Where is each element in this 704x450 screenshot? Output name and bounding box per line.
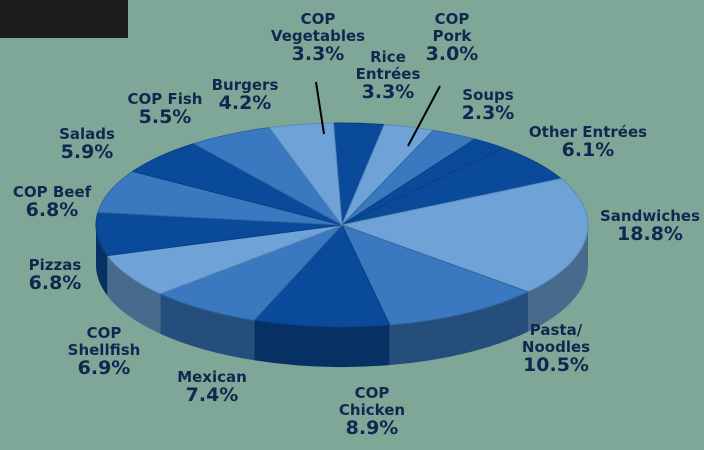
slice-value: 6.9% (78, 357, 131, 379)
slice-name: Sandwiches (600, 207, 700, 225)
pie-slice-14 (268, 122, 343, 227)
slice-label-0: COP Vegetables 3.3% (271, 10, 365, 65)
slice-value: 2.3% (462, 102, 515, 124)
slice-value: 6.1% (562, 139, 615, 161)
slice-name: Pizzas (29, 256, 82, 274)
slice-value: 5.5% (139, 106, 192, 128)
pie-side-6 (389, 291, 528, 366)
slice-name: Burgers (212, 76, 279, 94)
slice-name: Pork (433, 27, 473, 45)
slice-name: Rice (370, 48, 406, 66)
slice-name: COP Fish (128, 90, 203, 108)
slice-label-3: Soups 2.3% (462, 86, 515, 124)
slice-name: Noodles (522, 338, 590, 356)
pie-slice-10 (95, 211, 343, 257)
slice-name: Vegetables (271, 27, 365, 45)
slice-name: COP (87, 324, 122, 342)
slice-value: 18.8% (617, 223, 683, 245)
slice-label-11: COP Beef 6.8% (13, 183, 92, 221)
pie-top-group (95, 122, 589, 328)
slice-label-1: Rice Entrées 3.3% (356, 48, 421, 103)
slice-name: COP (355, 384, 390, 402)
leader-line-0 (315, 81, 325, 135)
slice-value: 6.8% (29, 272, 82, 294)
slice-name: COP (301, 10, 336, 28)
slice-name: COP Beef (13, 183, 92, 201)
pie-slice-5 (340, 178, 589, 293)
slice-value: 6.8% (26, 199, 79, 221)
slice-label-12: Salads 5.9% (59, 125, 115, 163)
slice-label-7: COP Chicken 8.9% (339, 384, 405, 439)
pie-slice-9 (106, 224, 343, 295)
slice-name: Mexican (177, 368, 247, 386)
leader-lines (315, 81, 441, 147)
slice-value: 3.0% (426, 43, 479, 65)
slice-value: 10.5% (523, 354, 589, 376)
pie-side-5 (528, 225, 588, 332)
pie-side-group (96, 225, 588, 368)
slice-label-5: Sandwiches 18.8% (600, 207, 700, 245)
slice-name: COP (435, 10, 470, 28)
slice-label-14: Burgers 4.2% (212, 76, 279, 114)
slice-label-10: Pizzas 6.8% (29, 256, 82, 294)
pie-side-7 (254, 320, 390, 368)
slice-label-6: Pasta/Noodles 10.5% (522, 321, 590, 376)
pie-slice-8 (158, 224, 343, 321)
slice-value: 3.3% (362, 81, 415, 103)
slice-name: Entrées (356, 65, 421, 83)
pie-side-9 (107, 255, 161, 334)
leader-line-1 (407, 85, 441, 147)
slice-label-4: Other Entrées 6.1% (529, 123, 647, 161)
slice-value: 3.3% (292, 43, 345, 65)
slice-name: Soups (462, 86, 514, 104)
pie-side-8 (160, 293, 255, 361)
slice-value: 7.4% (186, 384, 239, 406)
pie-slice-6 (341, 224, 530, 326)
slice-name: Other Entrées (529, 123, 647, 141)
slice-label-2: COP Pork 3.0% (426, 10, 479, 65)
slice-labels: COP Vegetables 3.3% Rice Entrées 3.3%COP Pork 3… (13, 10, 700, 439)
pie-side-10 (96, 225, 108, 296)
pie-slice-7 (253, 224, 391, 328)
slice-name: Chicken (339, 401, 405, 419)
slice-label-13: COP Fish 5.5% (128, 90, 203, 128)
slice-name: Shellfish (68, 341, 141, 359)
slice-value: 5.9% (61, 141, 114, 163)
slice-name: Pasta/ (530, 321, 583, 339)
pie-slice-11 (97, 170, 343, 226)
slice-label-9: COP Shellfish 6.9% (68, 324, 141, 379)
slice-label-8: Mexican 7.4% (177, 368, 247, 406)
slice-name: Salads (59, 125, 115, 143)
black-header-block (0, 0, 128, 38)
slice-value: 4.2% (219, 92, 272, 114)
slice-value: 8.9% (346, 417, 399, 439)
